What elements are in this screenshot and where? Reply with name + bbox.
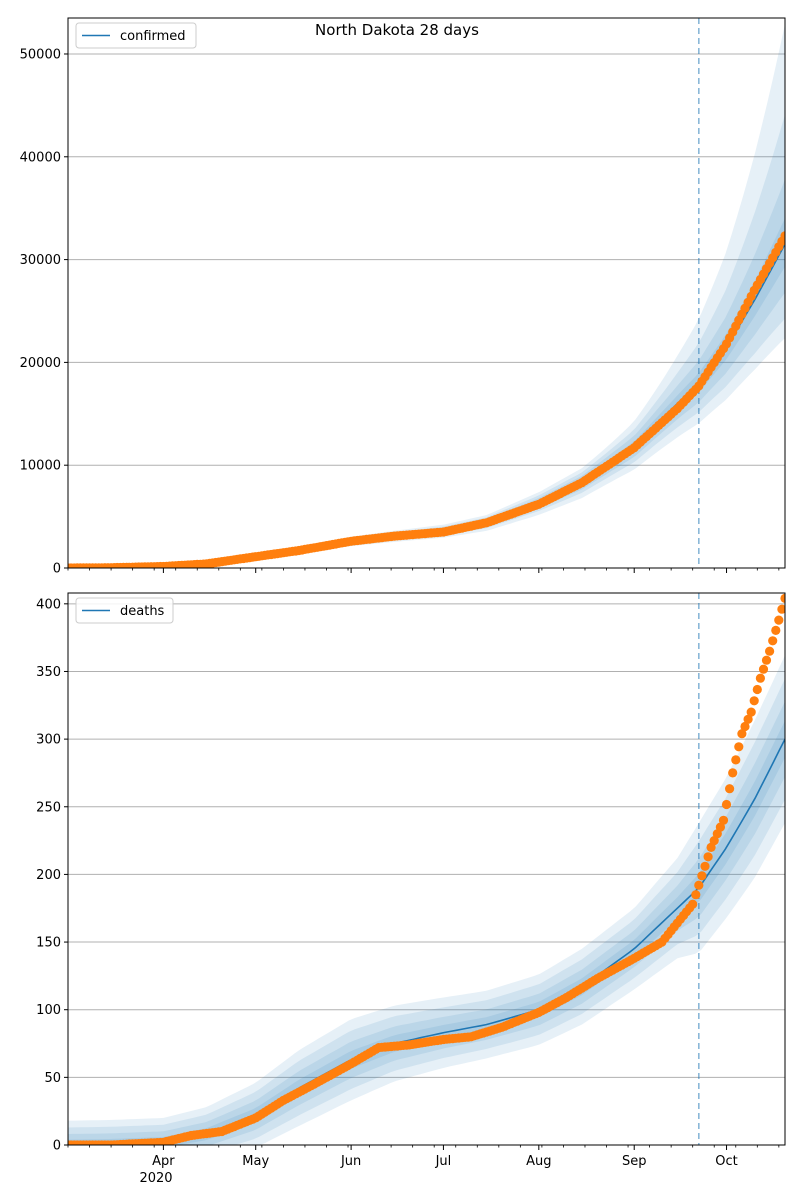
observed-point [765, 646, 775, 656]
y-tick-label: 50 [44, 1071, 61, 1086]
band-1 [68, 678, 785, 1145]
band-0 [68, 655, 785, 1145]
band-3 [68, 720, 785, 1145]
band-1 [68, 114, 785, 568]
legend-label: confirmed [120, 29, 186, 44]
observed-point [780, 593, 785, 603]
axes-frame [67, 592, 786, 1146]
observed-point [743, 714, 753, 724]
legend-label: deaths [120, 604, 165, 619]
observed-point [688, 899, 698, 909]
observed-point [728, 768, 738, 778]
observed-point [740, 721, 750, 732]
observed-point [697, 871, 707, 881]
y-tick-label: 50000 [20, 47, 61, 62]
observed-point [749, 696, 759, 706]
x-tick-label: Oct [715, 1154, 737, 1169]
observed-point [734, 742, 744, 752]
observed-point [691, 890, 701, 900]
observed-point [755, 673, 766, 683]
band-2 [68, 701, 785, 1145]
observed-point [700, 861, 710, 871]
y-tick-label: 10000 [20, 459, 61, 474]
x-tick-label: May [242, 1154, 269, 1169]
uncertainty-bands [68, 655, 785, 1145]
observed-point [758, 664, 769, 674]
y-tick-label: 300 [36, 733, 61, 748]
legend: deaths [75, 597, 174, 624]
y-tick-label: 30000 [20, 253, 61, 268]
observed-point [746, 707, 756, 717]
figure-title: North Dakota 28 days [315, 21, 479, 39]
observed-point [703, 852, 713, 862]
observed-point [731, 755, 741, 765]
confirmed-axes: 0 10000 20000 30000 40000 50000 confirmed [20, 17, 786, 577]
uncertainty-bands [68, 24, 785, 568]
legend-box [75, 597, 174, 624]
observed-point [761, 655, 772, 665]
observed-point [774, 615, 784, 625]
x-axis-year-label: 2020 [139, 1171, 172, 1186]
axes-frame [67, 17, 786, 569]
legend-box [75, 22, 197, 49]
y-tick-label: 400 [36, 597, 61, 612]
y-tick-label: 0 [53, 562, 61, 577]
observed-point [721, 799, 732, 810]
y-tick-label: 250 [36, 800, 61, 815]
x-tick-label: Jun [340, 1154, 361, 1169]
observed-point [737, 729, 747, 739]
y-tick-label: 0 [53, 1139, 61, 1154]
legend: confirmed [75, 22, 197, 49]
observed-point [771, 625, 781, 636]
y-tick-label: 350 [36, 665, 61, 680]
x-tick-label: Aug [526, 1154, 551, 1169]
deaths-axes: 0 50 100 150 200 250 300 350 400 Apr May Jun Jul Aug S… [36, 592, 786, 1169]
observed-point [752, 684, 762, 695]
observed-point [694, 880, 704, 890]
x-tick-label: Sep [622, 1154, 647, 1169]
band-0 [68, 24, 785, 568]
observed-point [777, 604, 785, 614]
y-tick-label: 20000 [20, 356, 61, 371]
y-tick-label: 40000 [20, 150, 61, 165]
y-tick-label: 200 [36, 868, 61, 883]
observed-point [780, 231, 785, 241]
y-tick-label: 150 [36, 936, 61, 951]
observed-points [68, 593, 785, 1145]
observed-point [768, 636, 778, 646]
x-tick-label: Jul [435, 1154, 452, 1169]
observed-point [725, 784, 735, 794]
observed-points [68, 231, 785, 568]
observed-point [718, 815, 729, 825]
x-tick-label: Apr [152, 1154, 175, 1169]
y-tick-label: 100 [36, 1003, 61, 1018]
